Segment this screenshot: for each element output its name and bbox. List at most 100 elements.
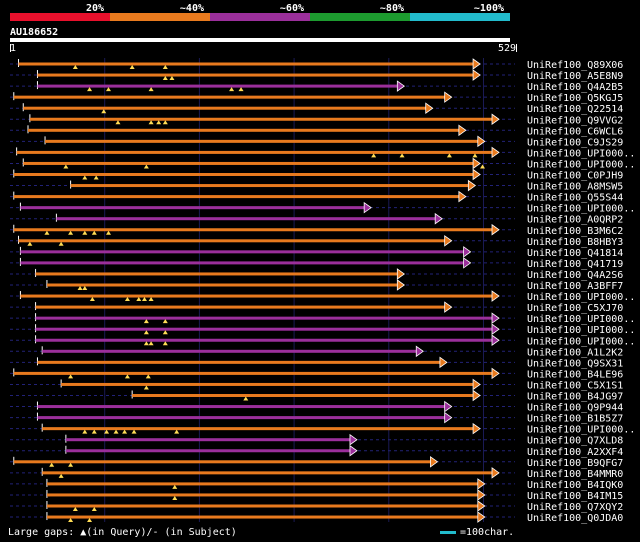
hit-bar — [23, 106, 426, 110]
hit-arrow — [491, 323, 500, 335]
hit-bar — [20, 294, 493, 298]
hit-arrow — [444, 400, 453, 413]
query-gap-marker — [89, 297, 95, 302]
hit-bar — [46, 493, 478, 497]
query-id: AU186652 — [10, 27, 58, 38]
hit-label: UniRef100_A5E8N9 — [527, 71, 623, 82]
query-gap-marker — [143, 330, 149, 335]
hit-arrow — [472, 157, 481, 170]
hit-label: UniRef100_UPI000.. — [527, 159, 635, 170]
hit-arrow — [491, 113, 500, 126]
query-gap-marker — [238, 87, 244, 92]
hit-label: UniRef100_UPI000.. — [527, 204, 635, 215]
hit-label: UniRef100_Q4A2B5 — [527, 82, 623, 93]
query-gap-marker — [113, 429, 119, 434]
hit-arrow — [491, 467, 500, 479]
hit-label: UniRef100_Q9SX31 — [527, 358, 623, 369]
hit-arrow — [472, 389, 481, 402]
hit-bar — [42, 349, 417, 353]
hit-label: UniRef100_Q41814 — [527, 248, 623, 259]
hit-bar — [46, 482, 478, 486]
hit-arrow — [349, 444, 358, 457]
hit-arrow — [425, 102, 434, 114]
hit-label: UniRef100_A0QRP2 — [527, 215, 623, 226]
legend-label: ~80% — [380, 3, 404, 14]
hit-bar — [56, 217, 436, 221]
ruler-end: 529 — [498, 43, 516, 54]
query-gap-marker — [124, 374, 130, 379]
query-gap-marker — [162, 120, 168, 125]
query-gap-marker — [82, 230, 88, 235]
hit-arrow — [491, 223, 500, 236]
query-gap-marker — [141, 297, 147, 302]
query-gap-marker — [77, 286, 83, 290]
query-gap-marker — [148, 297, 154, 302]
hit-arrow — [477, 478, 486, 490]
hit-label: UniRef100_Q7XQY2 — [527, 502, 623, 513]
hit-arrow — [472, 168, 481, 181]
query-gap-marker — [169, 76, 175, 81]
query-gap-marker — [136, 297, 142, 302]
hit-arrow — [444, 301, 453, 313]
hit-label: UniRef100_Q41719 — [527, 259, 623, 270]
query-gap-marker — [68, 518, 74, 523]
query-gap-marker — [122, 429, 128, 434]
hit-bar — [13, 371, 493, 375]
legend-label: ~40% — [180, 3, 204, 14]
hit-arrow — [458, 190, 467, 203]
scale-legend: =100char. — [440, 527, 514, 538]
query-gap-marker — [82, 429, 88, 434]
hit-label: UniRef100_B4MMR0 — [527, 469, 623, 480]
hit-arrow — [396, 80, 405, 92]
hit-arrow — [472, 422, 481, 435]
hit-bar — [37, 416, 445, 420]
query-gap-marker — [399, 153, 405, 158]
hit-label: UniRef100_B4IQK0 — [527, 480, 623, 491]
query-gap-marker — [162, 65, 168, 69]
query-gap-marker — [49, 462, 55, 467]
hit-bar — [46, 283, 398, 287]
hit-bar — [65, 438, 350, 442]
hit-arrow — [477, 500, 486, 512]
hit-bar — [18, 62, 474, 66]
scale-legend-label: =100char. — [460, 527, 515, 538]
hit-label: UniRef100_C5X1S1 — [527, 380, 623, 391]
hit-arrow — [430, 456, 439, 468]
hit-label: UniRef100_UPI000.. — [527, 314, 635, 325]
query-gap-marker — [148, 120, 154, 125]
hit-label: UniRef100_Q9P944 — [527, 403, 623, 414]
ruler-start: 1 — [10, 43, 16, 54]
hit-arrow — [472, 58, 481, 70]
hit-bar — [42, 427, 474, 431]
hit-label: UniRef100_Q22514 — [527, 104, 623, 115]
hit-arrow — [491, 146, 500, 159]
hit-label: UniRef100_B4IM15 — [527, 491, 623, 502]
hit-bar — [70, 184, 469, 188]
hit-bar — [37, 360, 440, 364]
hit-arrow — [491, 367, 500, 380]
hit-bar — [13, 195, 459, 199]
query-gap-marker — [472, 153, 478, 158]
hit-bar — [29, 117, 493, 121]
hit-arrow — [444, 411, 453, 424]
query-gap-marker — [143, 319, 149, 324]
hit-label: UniRef100_UPI000.. — [527, 425, 635, 436]
hit-label: UniRef100_UPI000.. — [527, 292, 635, 303]
query-gap-marker — [131, 429, 137, 434]
query-gap-marker — [87, 87, 93, 92]
hit-arrow — [477, 135, 486, 148]
hit-label: UniRef100_B8HBY3 — [527, 237, 623, 248]
query-gap-marker — [446, 153, 452, 158]
legend-swatch — [410, 13, 510, 21]
query-gap-marker — [145, 374, 151, 379]
hit-arrow — [472, 378, 481, 391]
hit-label: UniRef100_Q9VVG2 — [527, 115, 623, 126]
hit-bar — [132, 394, 474, 397]
hit-label: UniRef100_A8MSW5 — [527, 182, 623, 193]
query-gap-marker — [58, 473, 64, 478]
query-gap-marker — [162, 319, 168, 324]
query-gap-marker — [68, 230, 74, 235]
query-gap-marker — [87, 518, 93, 523]
query-gap-marker — [129, 65, 135, 69]
